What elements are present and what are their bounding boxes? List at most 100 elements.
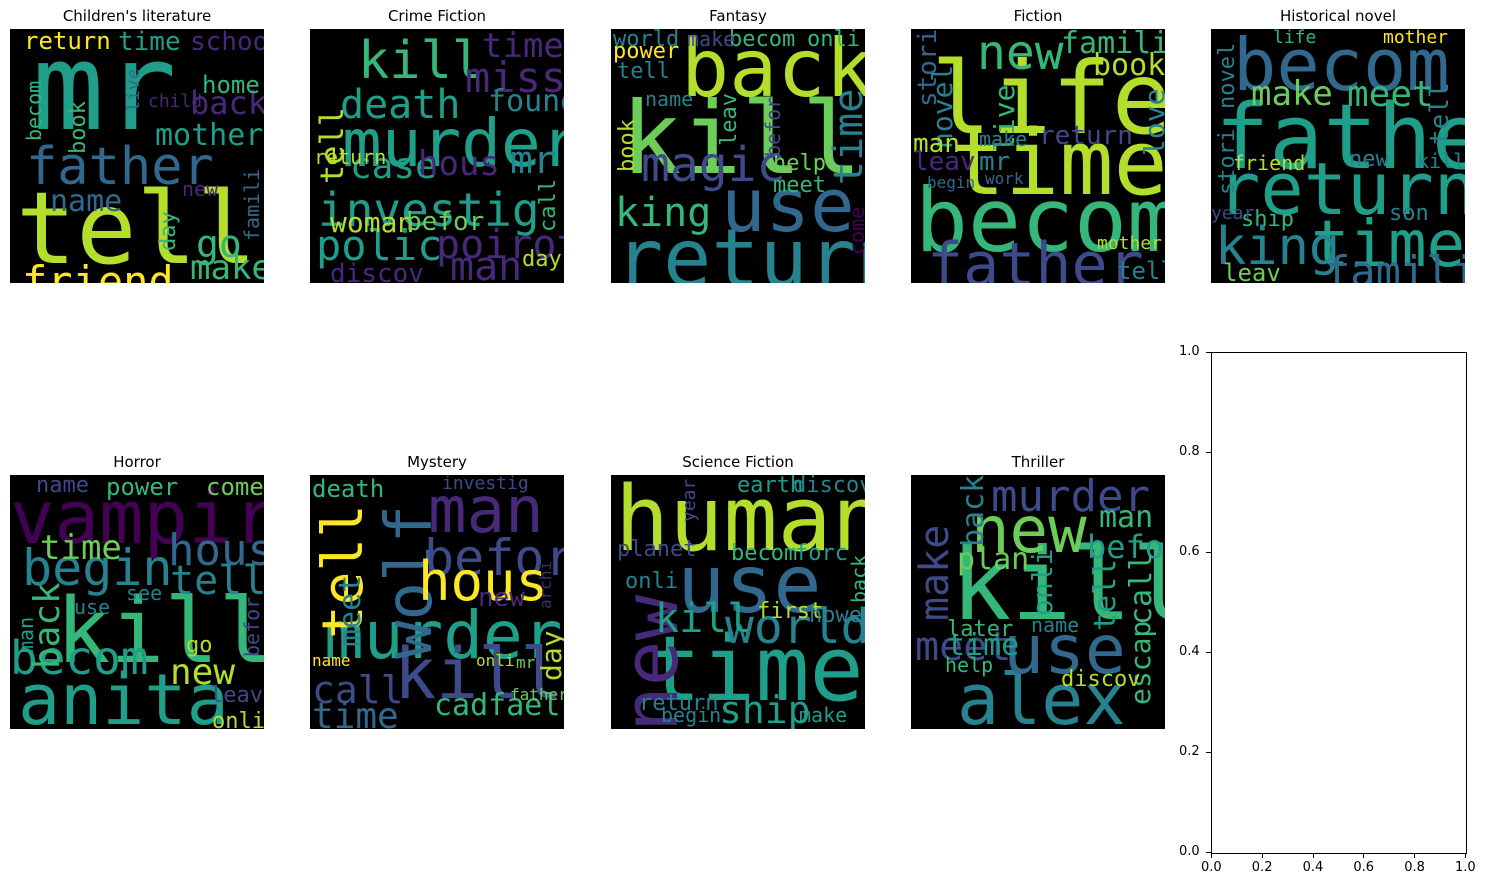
wordcloud-word: back <box>847 554 865 603</box>
x-tick-mark <box>1363 853 1365 858</box>
wordcloud-word: meet <box>915 624 1012 670</box>
wordcloud-word: leav <box>210 683 263 708</box>
wordcloud-word: live <box>123 68 144 113</box>
wordcloud-word: name <box>50 184 123 219</box>
wordcloud-word: hous <box>168 525 264 576</box>
x-tick-label: 0.4 <box>1302 860 1324 875</box>
wordcloud-word: human <box>615 475 865 572</box>
wordcloud-word: death <box>340 82 461 128</box>
wordcloud-word: back <box>956 475 991 547</box>
y-tick-mark <box>1206 552 1211 553</box>
wordcloud-word: kill <box>621 80 862 197</box>
wordcloud-word: stori <box>913 29 943 107</box>
wordcloud-word: man <box>450 244 523 283</box>
wordcloud-word: name <box>1031 613 1080 637</box>
wordcloud-word: king <box>615 190 712 236</box>
wordcloud-word: becom <box>731 541 798 566</box>
wordcloud-word: power <box>106 475 179 501</box>
wordcloud-panel: life becom time father new famili book novel liv… <box>911 29 1165 283</box>
wordcloud-word: back <box>681 29 865 115</box>
y-tick-label: 0.2 <box>1179 744 1200 759</box>
wordcloud-word: becom <box>1233 29 1450 107</box>
wordcloud-word: friend <box>1233 151 1306 175</box>
y-tick-label: 1.0 <box>1179 344 1200 359</box>
wordcloud-word: call <box>1124 552 1159 625</box>
wordcloud-word: poirot <box>436 222 564 268</box>
wordcloud-word: day <box>156 210 181 251</box>
wordcloud-word: leav <box>1223 259 1281 283</box>
wordcloud-word: world <box>725 599 865 655</box>
wordcloud-word: tell <box>1117 257 1165 283</box>
wordcloud-word: return <box>1217 147 1465 231</box>
wordcloud-word: befor <box>761 96 785 157</box>
wordcloud-word: time <box>482 29 564 66</box>
wordcloud-word: becom <box>915 169 1165 272</box>
panel-title: Fiction <box>1013 7 1063 25</box>
x-tick-mark <box>1211 853 1212 858</box>
wordcloud-word: tell <box>617 59 670 84</box>
wordcloud-word: help <box>945 653 994 677</box>
wordcloud-word: discov <box>793 475 865 498</box>
wordcloud-word: later <box>947 617 1014 642</box>
wordcloud-word: kill <box>1417 149 1465 173</box>
wordcloud-word: anita <box>18 659 229 729</box>
wordcloud-word: becom <box>22 80 46 141</box>
wordcloud-word: polic <box>316 221 443 270</box>
wordcloud-word: howev <box>809 603 865 628</box>
wordcloud-word: mother <box>1383 29 1449 48</box>
wordcloud-word: ship <box>719 688 811 729</box>
x-tick-mark <box>1465 853 1466 858</box>
wordcloud-word: new <box>1349 147 1389 172</box>
wordcloud-word: cadfael <box>434 688 561 723</box>
wordcloud-word: befor <box>1087 528 1165 566</box>
wordcloud-panel: human time use new world kill ship earth discov p… <box>611 475 865 729</box>
wordcloud-word: onli <box>625 569 678 594</box>
x-tick-label: 0.0 <box>1201 860 1222 875</box>
wordcloud-word: found <box>488 84 564 119</box>
wordcloud-word: power <box>613 39 680 64</box>
wordcloud-word: see <box>126 581 163 605</box>
wordcloud-word: time <box>951 111 1165 216</box>
wordcloud-word: meet <box>773 173 826 198</box>
empty-axes <box>1211 352 1467 854</box>
wordcloud-word: time <box>826 88 865 185</box>
panel-title: Horror <box>113 453 161 471</box>
wordcloud-word: befor <box>240 596 264 657</box>
wordcloud-word: kill <box>951 526 1165 643</box>
wordcloud-word: day <box>522 247 562 272</box>
panel-title: Children's literature <box>62 7 212 25</box>
wordcloud-word: investig <box>318 183 540 237</box>
wordcloud-word: return <box>1039 121 1133 151</box>
wordcloud-word: magic <box>641 137 786 193</box>
wordcloud-word: onli <box>807 29 860 52</box>
panel-title: Mystery <box>407 453 467 471</box>
wordcloud-word: mr <box>510 138 556 182</box>
wordcloud-word: escap <box>1124 620 1157 705</box>
wordcloud-word: father <box>26 137 214 197</box>
wordcloud-word: archi <box>536 560 555 609</box>
wordcloud-word: come <box>206 475 264 501</box>
wordcloud-word: new <box>971 494 1087 568</box>
panel-title: Thriller <box>1011 453 1065 471</box>
wordcloud-word: kill <box>655 596 752 642</box>
wordcloud-word: make <box>1251 74 1333 114</box>
wordcloud-word: befor <box>424 529 564 587</box>
wordcloud-word: mr <box>979 147 1011 177</box>
wordcloud-word: kill <box>358 31 484 91</box>
wordcloud-word: leav <box>913 147 976 177</box>
wordcloud-word: new <box>977 29 1064 81</box>
wordcloud-word: murder <box>991 475 1150 522</box>
wordcloud-word: go <box>186 633 213 658</box>
wordcloud-panel: kill vampir anita begin becom hous tell back tim… <box>10 475 264 729</box>
wordcloud-word: time <box>1311 208 1465 282</box>
wordcloud-word: time <box>947 628 1020 663</box>
wordcloud-word: man <box>1099 500 1154 535</box>
wordcloud-word: ship <box>1241 207 1294 232</box>
wordcloud-word: begin <box>927 173 976 192</box>
wordcloud-word: child <box>148 91 203 112</box>
